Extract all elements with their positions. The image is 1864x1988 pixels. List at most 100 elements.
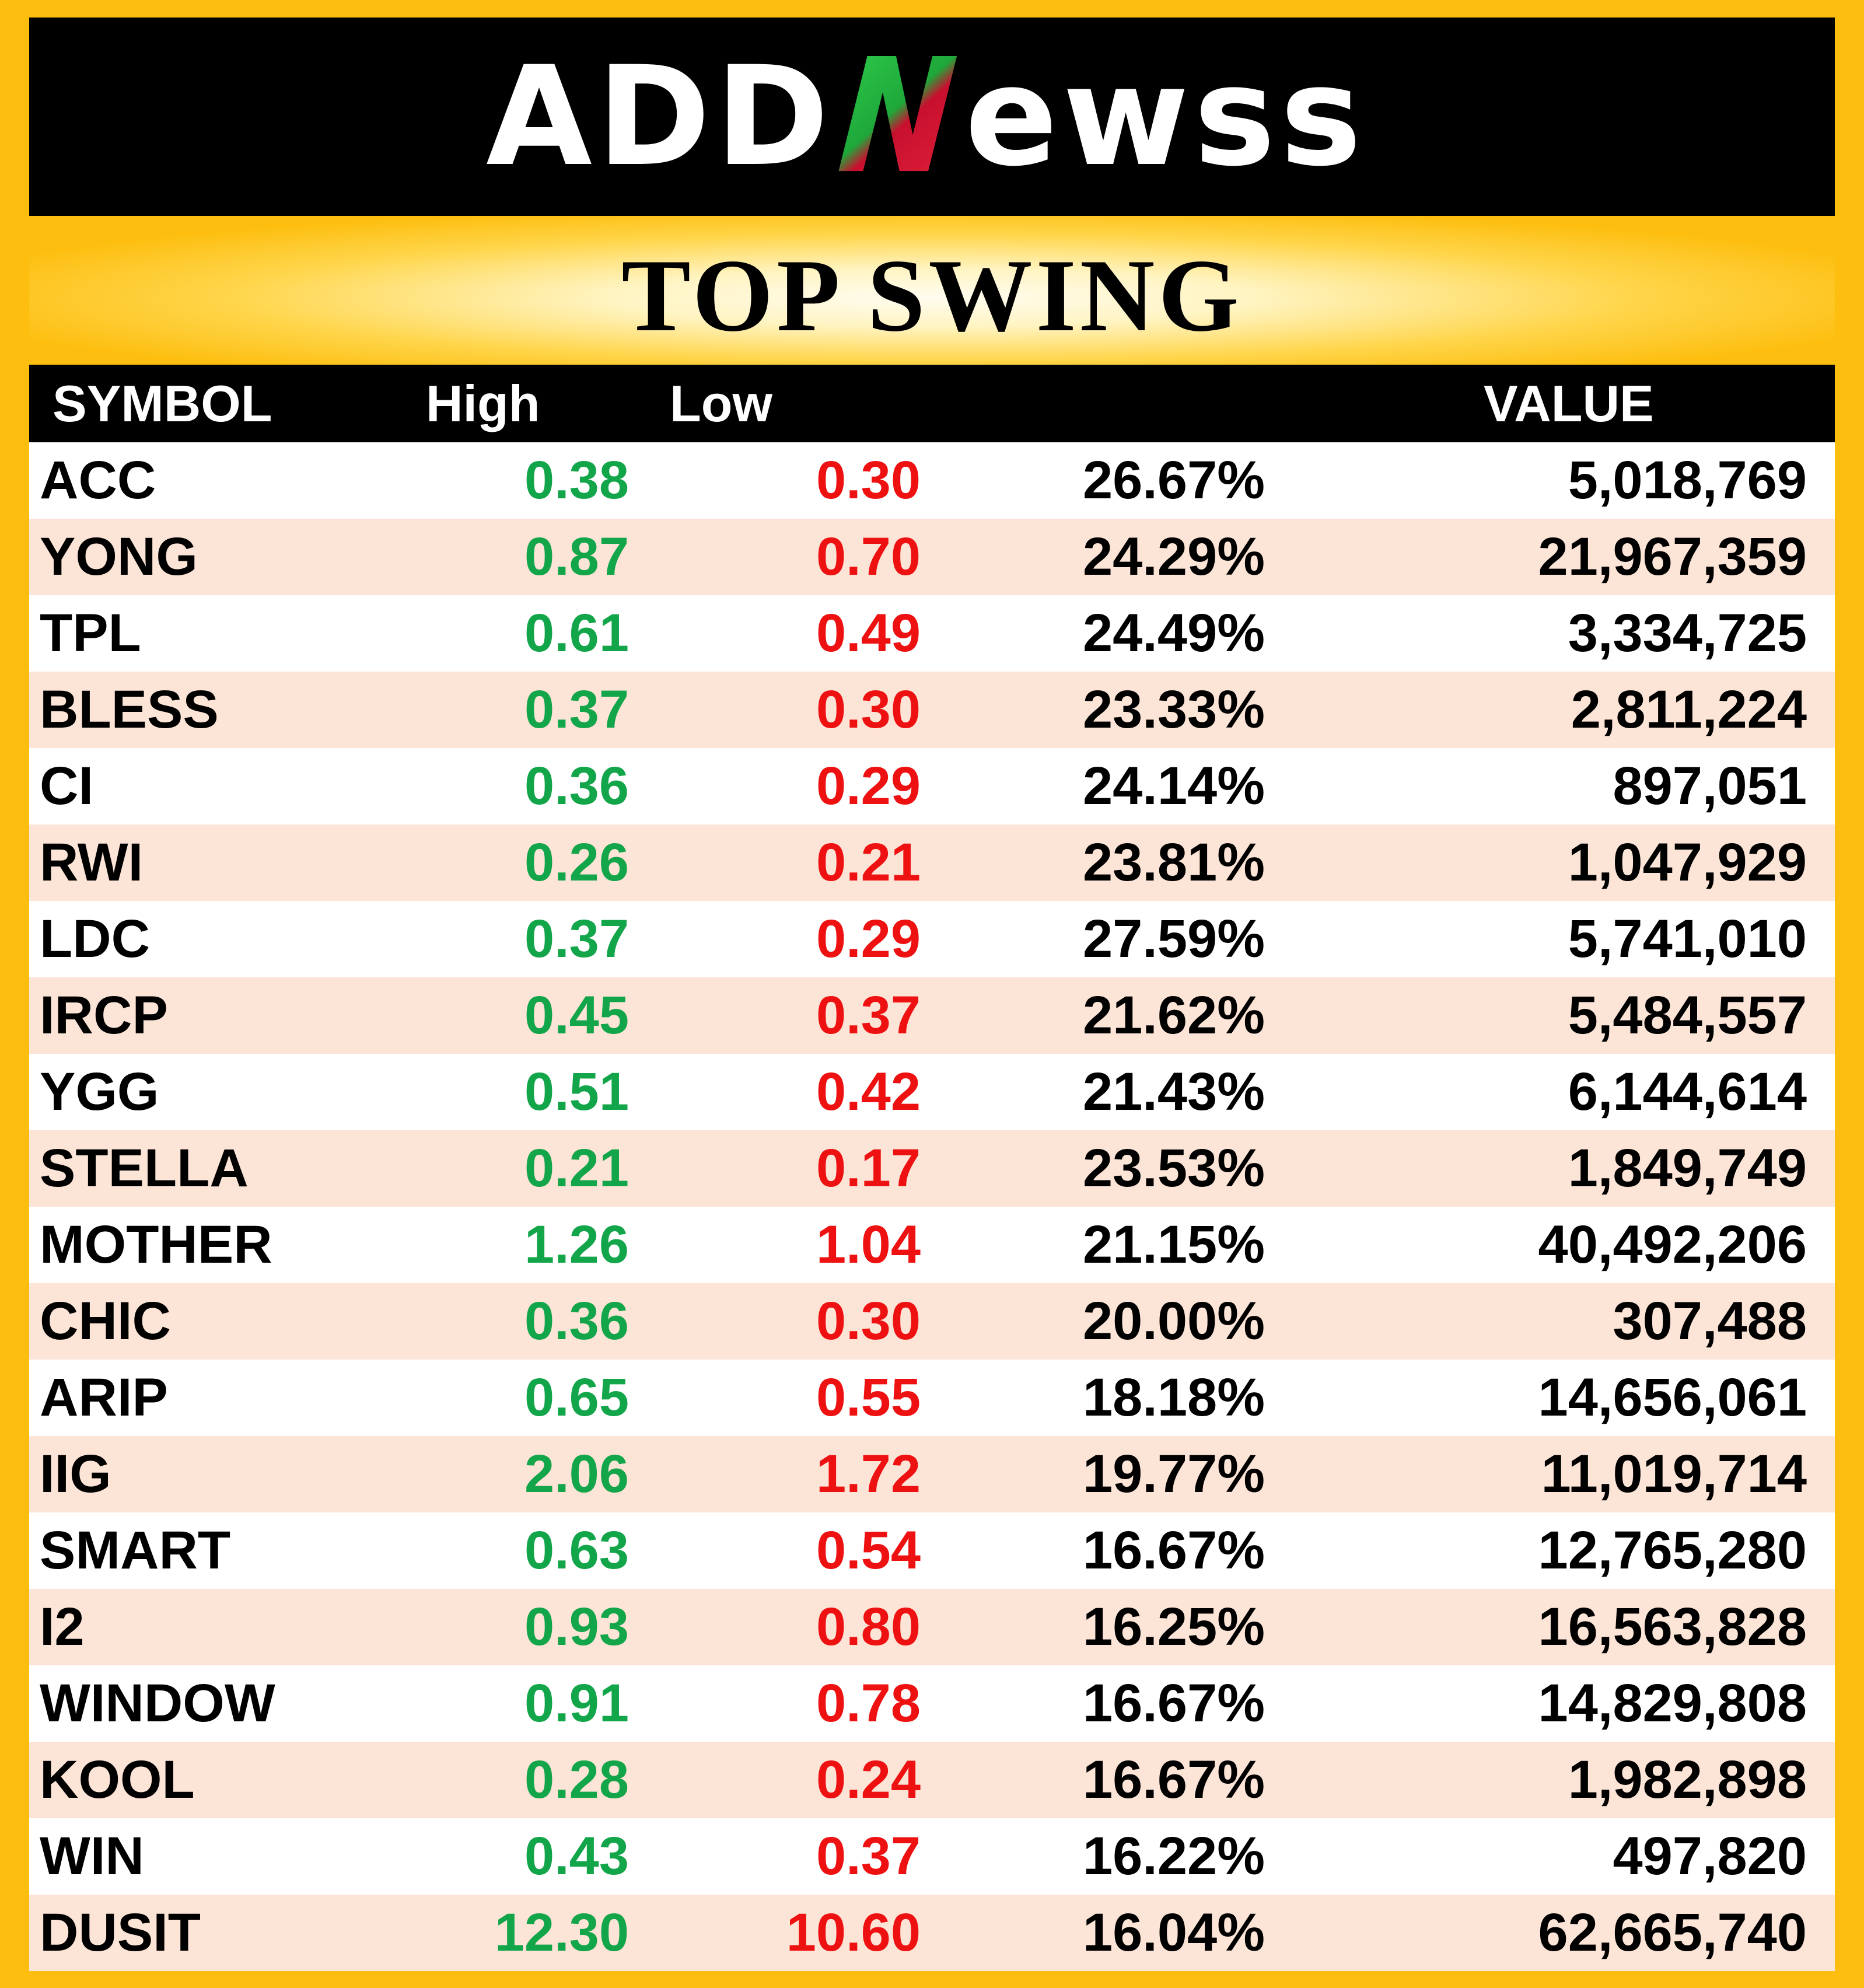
cell-symbol: LDC [40,909,151,969]
table-header-row: SYMBOL High Low VALUE [29,365,1835,442]
cell-low: 0.30 [816,680,921,739]
cell-symbol: DUSIT [40,1903,201,1962]
table-row: TPL 0.61 0.49 24.49% 3,334,725 [29,595,1835,672]
cell-high: 12.30 [494,1903,629,1962]
cell-symbol: KOOL [40,1750,195,1809]
cell-symbol: SMART [40,1521,231,1580]
cell-value: 1,047,929 [1568,833,1807,892]
table-row: I2 0.93 0.80 16.25% 16,563,828 [29,1589,1835,1665]
cell-high: 0.26 [524,833,629,892]
cell-value: 1,849,749 [1568,1138,1807,1198]
cell-symbol: WIN [40,1826,144,1886]
cell-value: 897,051 [1613,756,1807,816]
cell-pct: 24.49% [1082,603,1265,663]
table-row: YONG 0.87 0.70 24.29% 21,967,359 [29,519,1835,595]
header-high: High [426,374,540,432]
title-band: TOP SWING [29,216,1835,365]
cell-pct: 16.67% [1082,1673,1265,1733]
cell-value: 5,018,769 [1568,450,1807,510]
cell-low: 0.49 [816,603,921,663]
cell-high: 1.26 [524,1215,629,1274]
cell-value: 14,656,061 [1538,1368,1807,1427]
cell-high: 0.37 [524,680,629,739]
cell-symbol: MOTHER [40,1215,272,1274]
cell-value: 5,484,557 [1568,986,1807,1045]
cell-low: 0.42 [816,1062,921,1121]
cell-value: 1,982,898 [1568,1750,1807,1809]
cell-symbol: IRCP [40,986,168,1045]
cell-pct: 24.14% [1082,756,1265,816]
table-row: KOOL 0.28 0.24 16.67% 1,982,898 [29,1742,1835,1818]
cell-low: 0.80 [816,1597,921,1657]
table-row: CI 0.36 0.29 24.14% 897,051 [29,748,1835,824]
cell-pct: 24.29% [1082,527,1265,586]
cell-low: 10.60 [786,1903,921,1962]
cell-value: 11,019,714 [1541,1444,1807,1504]
cell-high: 0.21 [524,1138,629,1198]
cell-pct: 16.25% [1082,1597,1265,1657]
table-row: YGG 0.51 0.42 21.43% 6,144,614 [29,1054,1835,1130]
cell-low: 0.30 [816,450,921,510]
cell-symbol: YONG [40,527,198,586]
header-value: VALUE [1484,374,1654,432]
cell-high: 0.93 [524,1597,629,1657]
cell-value: 12,765,280 [1538,1521,1807,1580]
cell-value: 3,334,725 [1568,603,1807,663]
cell-high: 0.43 [524,1826,629,1886]
table-row: CHIC 0.36 0.30 20.00% 307,488 [29,1283,1835,1360]
cell-pct: 21.15% [1082,1215,1265,1274]
table-row: SMART 0.63 0.54 16.67% 12,765,280 [29,1512,1835,1589]
table-row: BLESS 0.37 0.30 23.33% 2,811,224 [29,672,1835,748]
cell-pct: 23.33% [1082,680,1265,739]
cell-pct: 23.53% [1082,1138,1265,1198]
page-title: TOP SWING [621,237,1243,353]
cell-pct: 16.22% [1082,1826,1265,1886]
cell-symbol: IIG [40,1444,111,1504]
cell-value: 40,492,206 [1538,1215,1807,1274]
cell-pct: 16.04% [1082,1903,1265,1962]
cell-pct: 16.67% [1082,1750,1265,1809]
cell-high: 0.65 [524,1368,629,1427]
cell-low: 0.24 [816,1750,921,1809]
cell-low: 0.70 [816,527,921,586]
cell-symbol: YGG [40,1062,159,1121]
cell-pct: 16.67% [1082,1521,1265,1580]
table-row: DUSIT 12.30 10.60 16.04% 62,665,740 [29,1895,1835,1971]
cell-symbol: BLESS [40,680,219,739]
cell-low: 0.37 [816,986,921,1045]
cell-low: 1.04 [816,1215,921,1274]
cell-symbol: RWI [40,833,144,892]
cell-symbol: ACC [40,450,156,510]
cell-pct: 27.59% [1082,909,1265,969]
cell-low: 0.37 [816,1826,921,1886]
cell-low: 0.55 [816,1368,921,1427]
cell-pct: 18.18% [1082,1368,1265,1427]
cell-pct: 23.81% [1082,833,1265,892]
table-row: IIG 2.06 1.72 19.77% 11,019,714 [29,1436,1835,1512]
cell-high: 0.36 [524,1291,629,1351]
table-row: ARIP 0.65 0.55 18.18% 14,656,061 [29,1360,1835,1436]
cell-symbol: CHIC [40,1291,171,1351]
cell-low: 1.72 [816,1444,921,1504]
header-low: Low [670,374,772,432]
table-row: WIN 0.43 0.37 16.22% 497,820 [29,1818,1835,1895]
cell-value: 5,741,010 [1568,909,1807,969]
cell-symbol: WINDOW [40,1673,275,1733]
table-row: RWI 0.26 0.21 23.81% 1,047,929 [29,824,1835,901]
table-row: LDC 0.37 0.29 27.59% 5,741,010 [29,901,1835,977]
cell-high: 0.91 [524,1673,629,1733]
cell-low: 0.54 [816,1521,921,1580]
cell-symbol: I2 [40,1597,85,1657]
table-row: MOTHER 1.26 1.04 21.15% 40,492,206 [29,1207,1835,1283]
cell-symbol: TPL [40,603,141,663]
cell-high: 0.63 [524,1521,629,1580]
header-pct [921,365,1265,442]
cell-low: 0.30 [816,1291,921,1351]
cell-low: 0.17 [816,1138,921,1198]
cell-low: 0.21 [816,833,921,892]
cell-value: 62,665,740 [1538,1903,1807,1962]
cell-value: 6,144,614 [1568,1062,1807,1121]
